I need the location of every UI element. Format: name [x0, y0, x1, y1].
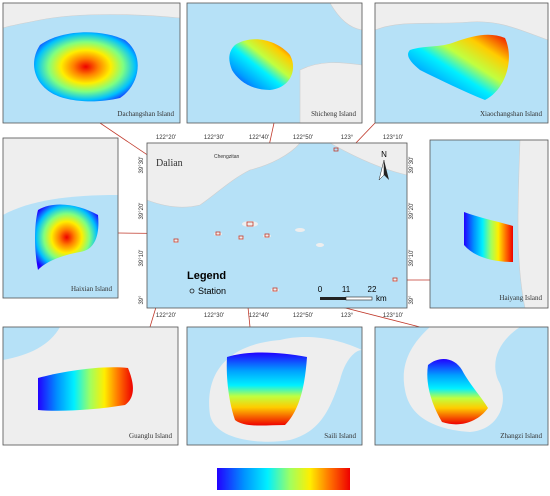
panel-shicheng: Shicheng Island: [186, 2, 363, 124]
scale-label: 22: [368, 285, 377, 294]
panel-haixian: Haixian Island: [2, 137, 119, 299]
lat-tick-label: 39°10': [409, 250, 415, 267]
legend-item: Station: [198, 286, 226, 296]
lat-tick-label: 39°20': [139, 203, 145, 220]
panel-label: Dachangshan Island: [117, 110, 174, 118]
lat-tick-label: 39°: [409, 295, 415, 305]
panel-xiaochangshan: Xiaochangshan Island: [374, 2, 549, 124]
panel-saili: Saili Island: [186, 326, 363, 446]
lat-tick-label: 39°30': [139, 157, 145, 174]
lon-tick-label: 122°30': [204, 313, 224, 319]
panel-label: Saili Island: [324, 432, 356, 440]
lat-tick-label: 39°10': [139, 250, 145, 267]
heatmap: [408, 34, 509, 100]
panel-haiyang: Haiyang Island: [429, 139, 549, 309]
main-map: Dalian Chengzitan N Legend Station 0 11 …: [139, 135, 415, 319]
panel-label: Haixian Island: [71, 285, 113, 293]
heatmap: [229, 39, 294, 90]
lon-tick-label: 122°30': [204, 135, 224, 141]
panel-dachangshan: Dachangshan Island: [2, 2, 181, 124]
heatmap: [226, 352, 307, 426]
lat-tick-label: 39°30': [409, 157, 415, 174]
lon-tick-label: 122°20': [156, 313, 176, 319]
colorbar: [217, 468, 350, 490]
legend-title: Legend: [187, 270, 226, 282]
panel-label: Xiaochangshan Island: [480, 110, 543, 118]
scale-unit: km: [376, 294, 387, 303]
lat-tick-label: 39°20': [409, 203, 415, 220]
heatmap: [34, 32, 138, 102]
lon-tick-label: 122°50': [293, 313, 313, 319]
panel-label: Guanglu Island: [129, 432, 172, 440]
lon-tick-label: 122°20': [156, 135, 176, 141]
lon-tick-label: 122°40': [249, 135, 269, 141]
heatmap: [427, 358, 488, 425]
place-label: Dalian: [156, 158, 183, 169]
panel-label: Haiyang Island: [499, 294, 542, 302]
scale-label: 11: [342, 285, 351, 294]
panel-label: Zhangzi Island: [500, 432, 542, 440]
heatmap: [35, 204, 99, 270]
lon-tick-label: 123°10': [383, 135, 403, 141]
heatmap: [464, 212, 513, 262]
lon-tick-label: 123°: [341, 135, 354, 141]
panel-label: Shicheng Island: [311, 110, 356, 118]
lon-tick-label: 122°40': [249, 313, 269, 319]
heatmap: [38, 367, 133, 411]
panel-guanglu: Guanglu Island: [2, 326, 179, 446]
lon-tick-label: 123°10': [383, 313, 403, 319]
place-label: Chengzitan: [214, 154, 240, 160]
lat-tick-label: 39°: [139, 295, 145, 305]
north-label: N: [381, 150, 387, 159]
scale-label: 0: [318, 285, 323, 294]
lon-tick-label: 122°50': [293, 135, 313, 141]
lon-tick-label: 123°: [341, 313, 354, 319]
panel-zhangzi: Zhangzi Island: [374, 326, 549, 446]
